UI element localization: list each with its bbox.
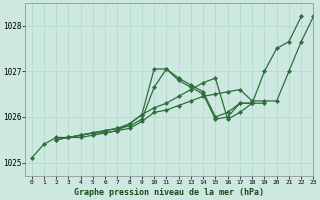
X-axis label: Graphe pression niveau de la mer (hPa): Graphe pression niveau de la mer (hPa): [75, 188, 264, 197]
